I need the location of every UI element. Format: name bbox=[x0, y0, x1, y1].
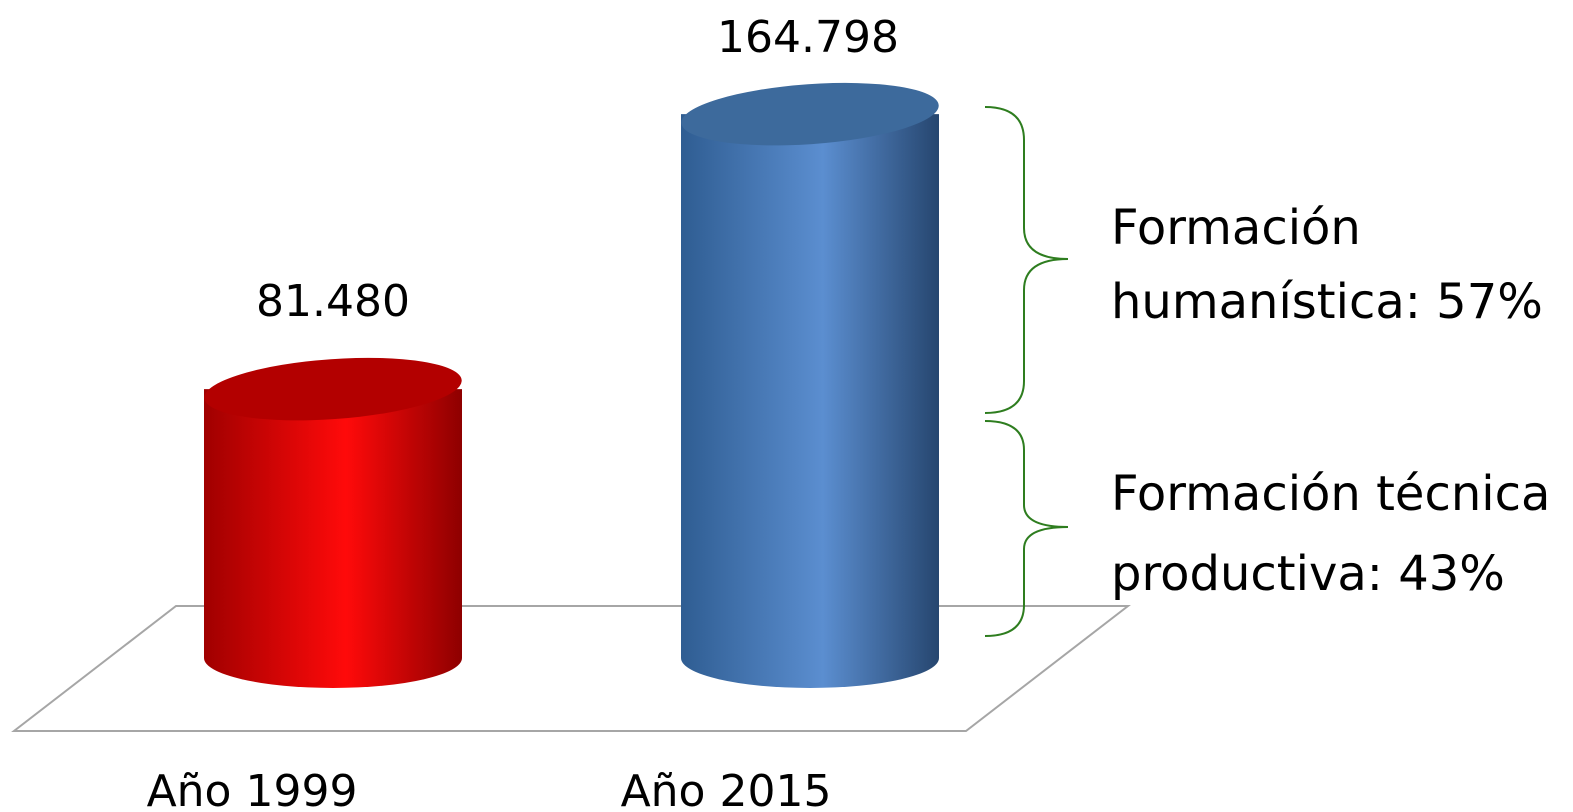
bars-layer bbox=[204, 82, 939, 688]
chart-floor bbox=[11, 605, 1131, 732]
value-label-2015: 164.798 bbox=[717, 12, 899, 63]
annotation-tecnica-line2: productiva: 43% bbox=[1111, 546, 1505, 602]
bar-1999-top bbox=[204, 357, 462, 421]
bar-2015-body bbox=[681, 114, 939, 688]
bar-2015-top bbox=[681, 82, 939, 146]
value-label-1999: 81.480 bbox=[256, 276, 410, 327]
bar-1999 bbox=[204, 357, 462, 688]
annotation-humanistica-line2: humanística: 57% bbox=[1111, 274, 1543, 330]
category-label-2015: Año 2015 bbox=[621, 766, 832, 812]
category-label-1999: Año 1999 bbox=[147, 766, 358, 812]
bar-1999-body bbox=[204, 389, 462, 688]
bracket-humanistica bbox=[984, 106, 1069, 414]
annotation-tecnica-line1: Formación técnica bbox=[1111, 466, 1550, 522]
bar-2015 bbox=[681, 82, 939, 688]
bracket-tecnica bbox=[984, 420, 1069, 637]
annotation-humanistica-line1: Formación bbox=[1111, 200, 1361, 256]
